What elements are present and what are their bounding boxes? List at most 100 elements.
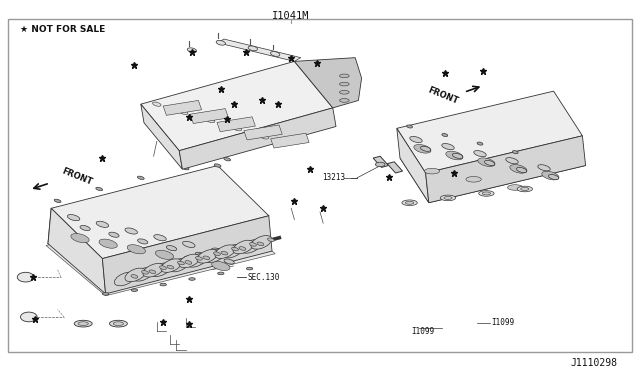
Ellipse shape [241,240,261,253]
Ellipse shape [340,82,349,86]
Ellipse shape [182,167,189,170]
Ellipse shape [203,256,210,260]
Ellipse shape [177,261,184,265]
Ellipse shape [233,126,242,131]
Polygon shape [102,216,272,294]
Ellipse shape [168,258,189,272]
Ellipse shape [215,245,236,259]
Text: I1041M: I1041M [273,11,310,20]
Ellipse shape [221,251,228,255]
FancyBboxPatch shape [8,19,632,352]
Ellipse shape [206,118,215,123]
Ellipse shape [250,243,257,246]
Polygon shape [373,156,388,167]
Ellipse shape [406,125,413,128]
Ellipse shape [224,259,234,264]
Ellipse shape [179,254,200,268]
Polygon shape [400,121,586,203]
Polygon shape [179,108,336,169]
Text: FRONT: FRONT [426,86,460,106]
Ellipse shape [96,221,109,227]
Ellipse shape [160,283,166,286]
Ellipse shape [483,192,491,195]
Ellipse shape [478,158,495,167]
Ellipse shape [410,137,422,142]
Ellipse shape [141,270,148,274]
Ellipse shape [406,201,414,204]
Ellipse shape [195,252,205,257]
Polygon shape [190,109,228,124]
Ellipse shape [517,186,532,192]
Ellipse shape [474,151,486,157]
Ellipse shape [222,244,243,258]
Ellipse shape [340,90,349,94]
Ellipse shape [143,263,164,277]
Ellipse shape [442,134,448,137]
Polygon shape [163,100,202,115]
Ellipse shape [510,164,527,173]
Ellipse shape [109,320,127,327]
Ellipse shape [218,272,224,275]
Ellipse shape [248,46,257,51]
Polygon shape [426,136,586,203]
Ellipse shape [260,135,269,139]
Ellipse shape [67,215,80,221]
Polygon shape [48,208,106,294]
Ellipse shape [224,158,230,161]
Ellipse shape [424,168,440,174]
Ellipse shape [506,158,518,164]
Ellipse shape [516,167,527,173]
Ellipse shape [268,238,275,241]
Circle shape [20,312,37,322]
Ellipse shape [414,144,431,153]
Ellipse shape [156,250,173,259]
Ellipse shape [132,267,153,281]
Ellipse shape [214,164,221,167]
Ellipse shape [197,250,218,263]
Ellipse shape [127,245,145,254]
Ellipse shape [402,200,417,205]
Ellipse shape [184,256,202,265]
Ellipse shape [74,320,92,327]
Circle shape [17,272,34,282]
Polygon shape [271,133,309,148]
Ellipse shape [479,191,494,196]
Ellipse shape [538,165,550,171]
Ellipse shape [138,176,144,179]
Ellipse shape [152,102,161,106]
Ellipse shape [214,252,220,256]
Polygon shape [46,203,275,296]
Text: I1099: I1099 [491,318,514,327]
Polygon shape [294,58,362,108]
Ellipse shape [521,187,529,190]
Ellipse shape [444,196,452,199]
Ellipse shape [131,289,138,292]
Ellipse shape [466,177,481,182]
Ellipse shape [204,249,225,263]
Ellipse shape [125,268,146,282]
Ellipse shape [115,272,135,286]
Ellipse shape [78,322,88,326]
Ellipse shape [102,292,109,295]
Polygon shape [217,117,255,132]
Ellipse shape [211,248,224,254]
Ellipse shape [189,278,195,280]
Ellipse shape [71,234,89,243]
Polygon shape [244,125,282,140]
Ellipse shape [340,99,349,102]
Ellipse shape [548,174,559,180]
Ellipse shape [484,160,495,166]
Ellipse shape [452,153,463,158]
Ellipse shape [196,257,202,260]
Ellipse shape [167,265,174,269]
Polygon shape [397,91,582,173]
Ellipse shape [154,235,166,241]
Text: SEC.130: SEC.130 [248,273,280,282]
Ellipse shape [131,275,138,278]
Ellipse shape [179,110,188,115]
Ellipse shape [251,235,272,249]
Polygon shape [218,39,301,61]
Ellipse shape [216,41,225,45]
Ellipse shape [233,240,254,254]
Ellipse shape [246,267,253,270]
